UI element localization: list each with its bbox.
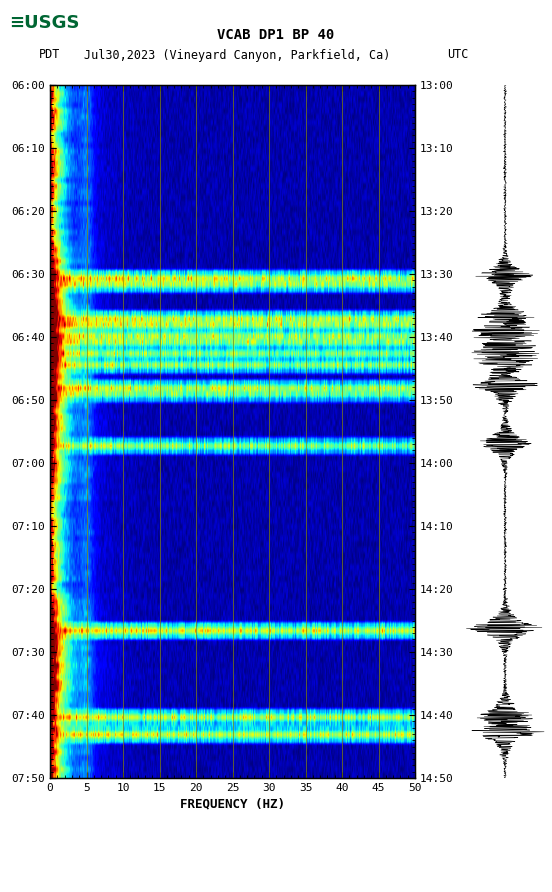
Text: ≡USGS: ≡USGS (9, 13, 79, 31)
Text: PDT: PDT (39, 48, 60, 62)
Text: Jul30,2023 (Vineyard Canyon, Parkfield, Ca): Jul30,2023 (Vineyard Canyon, Parkfield, … (84, 48, 391, 62)
Text: VCAB DP1 BP 40: VCAB DP1 BP 40 (217, 28, 335, 42)
X-axis label: FREQUENCY (HZ): FREQUENCY (HZ) (180, 797, 285, 810)
Text: UTC: UTC (448, 48, 469, 62)
